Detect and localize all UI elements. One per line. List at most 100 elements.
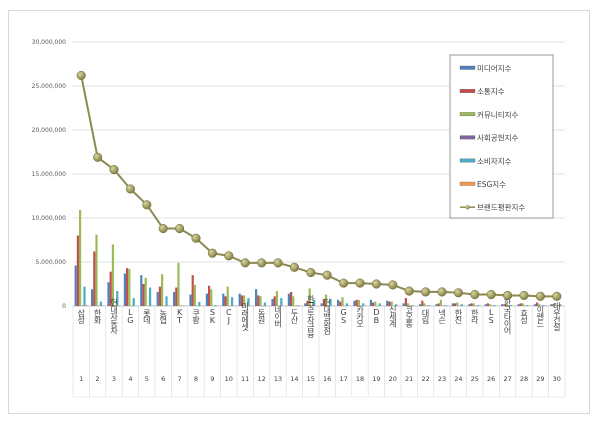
legend-swatch-5 xyxy=(459,181,476,186)
bar-2-2 xyxy=(111,244,114,306)
bar-1-1 xyxy=(93,251,96,306)
brand-index-point-5 xyxy=(158,224,168,234)
bar-1-8 xyxy=(208,285,211,306)
brand-index-point-2 xyxy=(109,165,119,175)
bar-0-3 xyxy=(123,273,126,306)
legend-swatch-0 xyxy=(459,65,476,70)
bar-1-6 xyxy=(175,287,178,306)
bar-0-26 xyxy=(501,304,504,306)
bar-1-15 xyxy=(322,298,325,306)
category-label: 미래에셋 xyxy=(241,302,250,332)
bar-1-24 xyxy=(470,303,473,306)
bar-0-5 xyxy=(156,291,159,306)
rank-label: 1 xyxy=(79,375,83,383)
bar-4-8 xyxy=(214,305,217,306)
bar-4-2 xyxy=(116,291,119,306)
category-label: 현대자동차 xyxy=(109,299,118,336)
category-label: 삼성 xyxy=(76,308,85,324)
category-label: 쿠팡 xyxy=(191,309,200,324)
category-label: 신세계 xyxy=(388,306,397,329)
bar-0-21 xyxy=(419,304,422,306)
bar-1-12 xyxy=(273,296,276,306)
bar-0-29 xyxy=(550,304,553,306)
brand-index-point-16 xyxy=(339,278,349,288)
bar-0-25 xyxy=(484,304,487,306)
bar-2-29 xyxy=(554,304,557,306)
brand-index-point-3 xyxy=(125,184,135,194)
bar-0-15 xyxy=(320,303,323,306)
bar-0-7 xyxy=(189,294,192,306)
bar-2-17 xyxy=(357,299,360,306)
bar-2-0 xyxy=(79,210,82,306)
rank-label: 16 xyxy=(323,375,331,383)
category-label: CJ xyxy=(224,308,233,325)
rank-label: 12 xyxy=(257,375,265,383)
bar-0-1 xyxy=(91,289,94,306)
bar-2-3 xyxy=(128,269,131,306)
brand-index-point-19 xyxy=(388,280,398,290)
rank-label: 6 xyxy=(161,375,165,383)
bar-1-20 xyxy=(404,298,407,306)
bar-1-3 xyxy=(126,268,129,306)
category-label: 현대백화점 xyxy=(322,299,331,335)
category-label: LS xyxy=(487,308,496,324)
bar-2-25 xyxy=(489,304,492,306)
brand-index-point-1 xyxy=(93,152,103,162)
bar-2-20 xyxy=(407,303,410,306)
rank-label: 25 xyxy=(471,375,479,383)
brand-index-point-29 xyxy=(552,291,562,301)
brand-index-point-21 xyxy=(421,287,431,297)
brand-index-point-10 xyxy=(240,258,250,268)
category-label: 한화 xyxy=(93,309,102,325)
rank-label: 28 xyxy=(520,375,528,383)
bar-4-13 xyxy=(296,305,299,306)
brand-index-point-9 xyxy=(224,251,234,261)
bar-2-27 xyxy=(521,303,524,306)
bar-4-15 xyxy=(329,298,332,306)
category-label: 롯데 xyxy=(142,309,151,325)
y-tick-label: 5,000,000 xyxy=(35,259,66,266)
category-label: 한라 xyxy=(470,309,479,325)
bar-4-7 xyxy=(198,302,201,306)
bar-4-20 xyxy=(411,305,414,306)
y-tick-label: 30,000,000 xyxy=(32,39,67,46)
rank-label: 4 xyxy=(128,375,132,383)
rank-label: 2 xyxy=(96,375,100,383)
bar-4-22 xyxy=(444,305,447,306)
bar-2-26 xyxy=(505,303,508,306)
rank-label: 26 xyxy=(487,375,495,383)
bar-4-9 xyxy=(231,297,234,306)
rank-label: 29 xyxy=(536,375,544,383)
brand-index-point-26 xyxy=(503,290,513,300)
bar-1-2 xyxy=(109,271,112,306)
rank-label: 10 xyxy=(225,375,233,383)
category-label: 농협 xyxy=(159,309,168,324)
bar-1-19 xyxy=(388,301,391,306)
rank-label: 14 xyxy=(290,375,298,383)
bar-4-29 xyxy=(559,304,562,306)
bar-4-25 xyxy=(493,305,496,306)
bar-1-22 xyxy=(437,303,440,306)
legend-swatch-3 xyxy=(459,135,476,140)
y-tick-label: 15,000,000 xyxy=(32,171,67,178)
rank-label: 15 xyxy=(307,375,315,383)
category-label: 두산 xyxy=(290,309,299,324)
bar-2-5 xyxy=(161,274,164,306)
bar-2-4 xyxy=(144,277,147,306)
bar-2-22 xyxy=(439,299,442,306)
bar-1-9 xyxy=(224,296,227,306)
bar-1-7 xyxy=(191,275,194,306)
bar-0-6 xyxy=(173,291,176,306)
bar-4-12 xyxy=(280,298,283,306)
category-label: 한국타이어 xyxy=(503,299,512,336)
brand-index-point-11 xyxy=(257,258,267,268)
bar-0-10 xyxy=(238,293,241,306)
bar-1-27 xyxy=(519,303,522,306)
brand-index-point-14 xyxy=(306,268,316,278)
bar-0-12 xyxy=(271,298,274,306)
bar-0-16 xyxy=(337,299,340,306)
bar-1-25 xyxy=(486,303,489,306)
bar-1-16 xyxy=(339,301,342,306)
bar-1-13 xyxy=(290,291,293,306)
bar-4-16 xyxy=(345,303,348,306)
